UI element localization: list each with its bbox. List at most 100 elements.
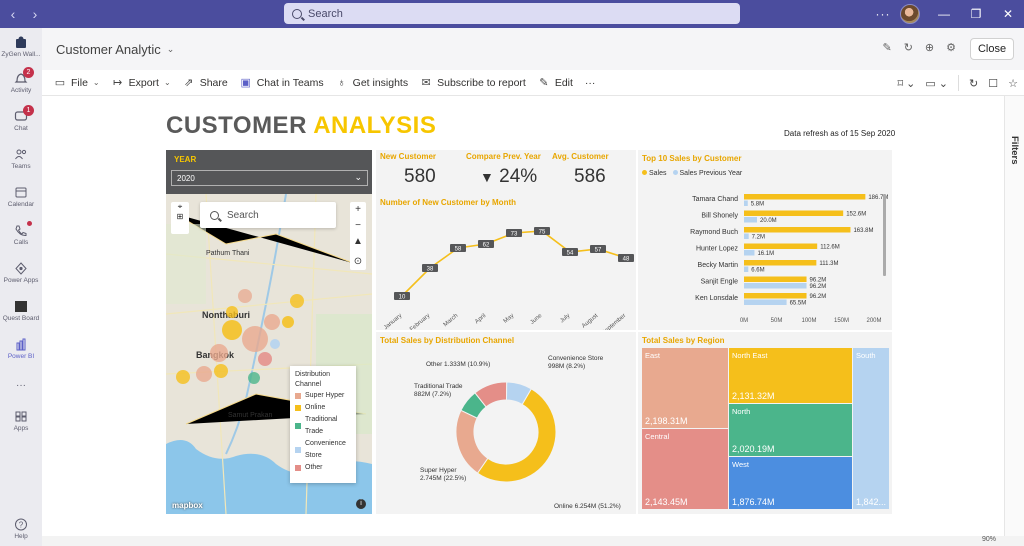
rail-teams[interactable]: Teams: [0, 148, 42, 170]
tile-name: West: [732, 460, 749, 469]
subscribe-button[interactable]: ✉ Subscribe to report: [420, 76, 526, 90]
rail-apps[interactable]: Apps: [0, 410, 42, 432]
data-label: 54: [567, 251, 574, 257]
bookmark-icon[interactable]: ⌑ ⌄: [897, 77, 916, 90]
globe-icon[interactable]: ⊕: [924, 42, 935, 54]
get-insights-button[interactable]: ♁ Get insights: [336, 77, 409, 89]
app-title[interactable]: Customer Analytic ⌄: [56, 42, 174, 57]
map-bubble[interactable]: [176, 370, 190, 384]
map-bubble[interactable]: [282, 316, 294, 328]
kpi-title: New Customer: [380, 152, 437, 161]
bar-label-previous: 16.1M: [757, 251, 774, 257]
rail-calls[interactable]: Calls: [0, 221, 42, 246]
chart-title: Number of New Customer by Month: [380, 198, 517, 207]
map-bubble[interactable]: [264, 314, 280, 330]
close-window-icon[interactable]: ✕: [1002, 7, 1014, 21]
zoom-out-icon[interactable]: −: [355, 220, 361, 231]
x-tick-label: 50M: [771, 318, 783, 324]
rail-zygen[interactable]: ZyGen Wall...: [0, 36, 42, 58]
close-button[interactable]: Close: [970, 38, 1014, 60]
tile-south[interactable]: South 1,842...: [853, 348, 889, 509]
more-toolbar-button[interactable]: ···: [585, 77, 596, 89]
file-menu[interactable]: ▭ File ⌄: [54, 76, 100, 90]
x-tick-label: July: [559, 313, 571, 324]
rail-chat[interactable]: 1 Chat: [0, 105, 42, 132]
tile-west[interactable]: West 1,876.74M: [729, 457, 852, 509]
tile-north-east[interactable]: North East 2,131.32M: [729, 348, 852, 403]
legend-item[interactable]: Super Hyper: [295, 390, 351, 402]
minimize-icon[interactable]: —: [938, 7, 950, 21]
restore-icon[interactable]: ❐: [970, 7, 982, 21]
pin-icon[interactable]: ✎: [882, 42, 892, 54]
map-bubble[interactable]: [242, 326, 268, 352]
share-button[interactable]: ⇗ Share: [183, 76, 228, 90]
filters-pane-toggle[interactable]: Filters: [1004, 96, 1024, 536]
legend-item[interactable]: Traditional Trade: [295, 414, 351, 438]
x-tick-label: March: [443, 313, 460, 328]
customer-map[interactable]: ⌖ ⊞ Search + − ▲ ⊙ Pathum Thani Nonthabu…: [166, 194, 372, 514]
rail-more[interactable]: ···: [0, 380, 42, 391]
chart-title: Total Sales by Distribution Channel: [380, 336, 515, 345]
settings-icon[interactable]: ⚙: [946, 42, 956, 54]
map-bubble[interactable]: [238, 289, 252, 303]
info-icon[interactable]: i: [356, 499, 366, 509]
year-dropdown[interactable]: 2020 ⌄: [171, 170, 368, 186]
tile-east[interactable]: East 2,198.31M: [642, 348, 728, 428]
chat-icon: 1: [14, 105, 34, 123]
rail-calendar[interactable]: Calendar: [0, 186, 42, 208]
tile-north[interactable]: North 2,020.19M: [729, 404, 852, 456]
select-icon[interactable]: ⊞: [176, 212, 184, 221]
map-bubble[interactable]: [258, 352, 272, 366]
map-bubble[interactable]: [196, 366, 212, 382]
map-search-input[interactable]: Search: [200, 202, 336, 228]
kpi-value-wrap: ▼ 24%: [480, 166, 537, 188]
rail-quest-board[interactable]: Quest Board: [0, 300, 42, 322]
region-treemap[interactable]: Total Sales by Region East 2,198.31M Cent…: [638, 332, 892, 514]
mapbox-logo[interactable]: mapbox: [172, 501, 203, 510]
edit-button[interactable]: ✎ Edit: [538, 76, 573, 90]
reload-icon[interactable]: ↻: [969, 77, 979, 90]
window-controls: ··· — ❐ ✕: [870, 0, 1024, 28]
back-arrow-icon[interactable]: ‹: [10, 6, 16, 22]
legend-item[interactable]: Online: [295, 402, 351, 414]
top-sales-bar-chart[interactable]: Top 10 Sales by Customer Sales Sales Pre…: [638, 150, 892, 330]
legend-item[interactable]: Convenience Store: [295, 438, 351, 462]
bar-label-previous: 7.2M: [752, 235, 765, 241]
legend-sales[interactable]: Sales: [642, 170, 667, 177]
tile-name: Central: [645, 432, 670, 441]
map-bubble[interactable]: [210, 344, 228, 362]
zoom-in-icon[interactable]: +: [355, 204, 361, 215]
forward-arrow-icon[interactable]: ›: [32, 6, 38, 22]
map-bubble[interactable]: [270, 339, 280, 349]
category-label: Bill Shonely: [701, 213, 738, 220]
new-customer-line-chart[interactable]: Number of New Customer by Month 10 Januar…: [376, 194, 636, 330]
map-bubble[interactable]: [226, 306, 238, 318]
legend-sales-previous[interactable]: Sales Previous Year: [672, 170, 742, 177]
global-search-input[interactable]: Search: [284, 3, 740, 24]
distribution-donut-chart[interactable]: Total Sales by Distribution Channel Onli…: [376, 332, 636, 514]
comment-icon[interactable]: ☐: [988, 77, 999, 90]
zoom-extent-icon[interactable]: ⊙: [353, 256, 363, 267]
rail-power-bi[interactable]: Power BI: [0, 338, 42, 360]
export-menu[interactable]: ↦ Export ⌄: [112, 76, 171, 90]
favorite-icon[interactable]: ☆: [1008, 77, 1018, 90]
avatar[interactable]: [900, 4, 920, 24]
compass-icon[interactable]: ▲: [353, 236, 363, 247]
map-bubble[interactable]: [214, 364, 228, 378]
more-options-icon[interactable]: ···: [875, 7, 891, 21]
refresh-icon[interactable]: ↻: [903, 42, 913, 54]
map-bubble[interactable]: [248, 372, 260, 384]
bar-sales: [744, 243, 818, 249]
lasso-icon[interactable]: ⌖: [177, 202, 183, 211]
map-bubble[interactable]: [290, 294, 304, 308]
view-icon[interactable]: ▭ ⌄: [925, 77, 949, 90]
rail-help[interactable]: ? Help: [0, 518, 42, 540]
map-bubble[interactable]: [222, 320, 242, 340]
zoom-level[interactable]: 90%: [981, 536, 996, 543]
tile-central[interactable]: Central 2,143.45M: [642, 429, 728, 509]
rail-activity[interactable]: 2 Activity: [0, 67, 42, 94]
rail-power-apps[interactable]: Power Apps: [0, 262, 42, 284]
rail-label: Activity: [10, 87, 32, 94]
chat-in-teams-button[interactable]: ▣ Chat in Teams: [240, 76, 324, 90]
legend-item[interactable]: Other: [295, 462, 351, 474]
